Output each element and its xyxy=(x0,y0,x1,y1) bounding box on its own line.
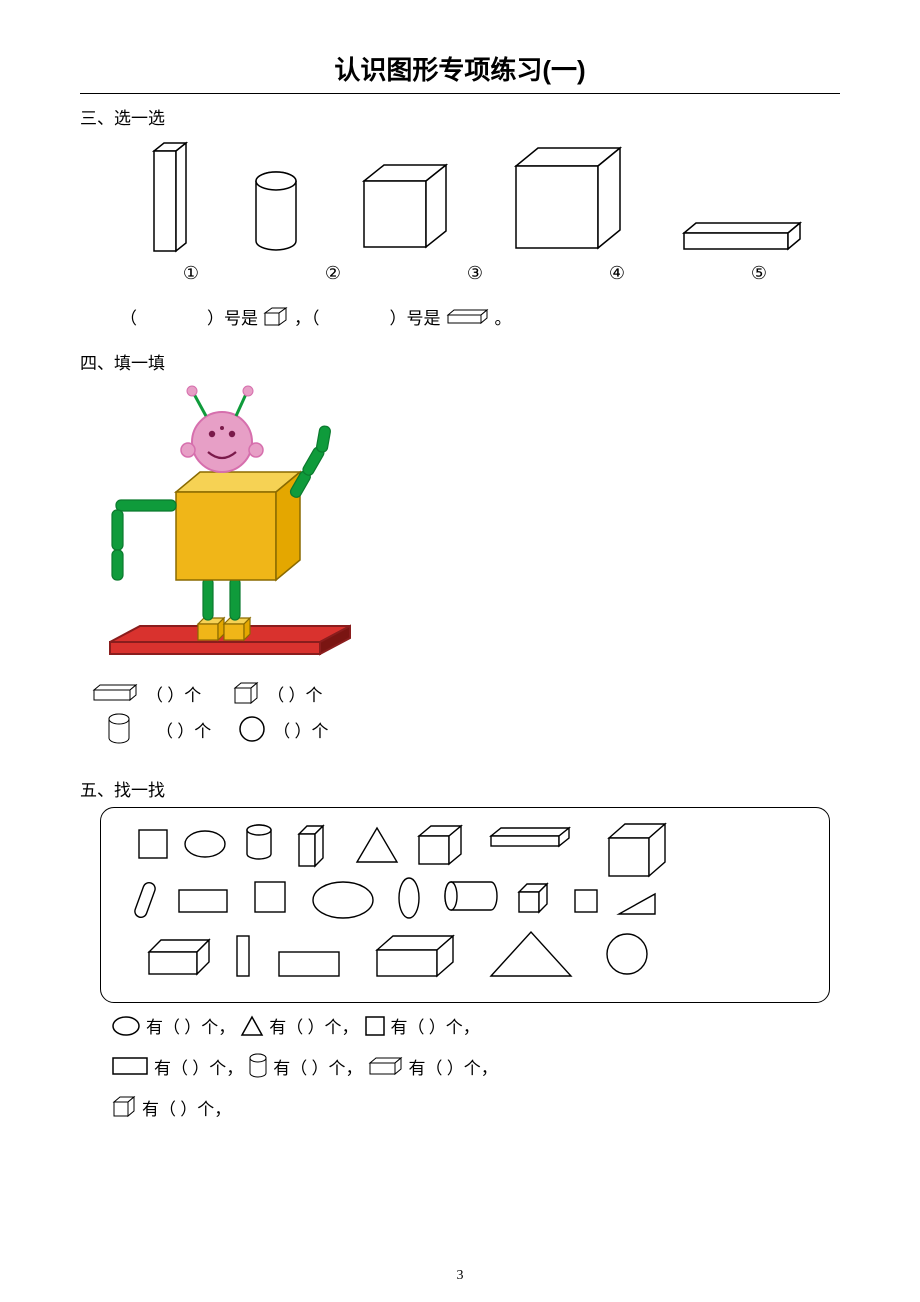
rect-icon xyxy=(110,1055,150,1077)
cylinder-icon-s4 xyxy=(104,712,134,746)
count-cube: （ ）个 xyxy=(267,681,322,706)
mini-cube-icon xyxy=(262,306,290,328)
count-cuboid: （ ）个 xyxy=(146,681,201,706)
square-icon xyxy=(363,1014,387,1038)
text-mid: ，（ xyxy=(294,304,320,329)
section3-shapes xyxy=(120,137,830,257)
has-rect: 有（ ）个， xyxy=(154,1054,243,1079)
triangle-icon xyxy=(239,1014,265,1038)
section5-heading: 五、找一找 xyxy=(80,776,840,801)
has-ellipse: 有（ ）个， xyxy=(146,1013,235,1038)
text-end: 。 xyxy=(495,304,512,329)
shape-tall-cuboid xyxy=(142,137,202,257)
title-underline xyxy=(80,93,840,94)
has-cube: 有（ ）个， xyxy=(142,1095,231,1120)
section3-answer: （ ）号是 ，（ ）号是 。 xyxy=(120,304,840,329)
label-4: ④ xyxy=(609,263,625,284)
sphere-icon xyxy=(237,714,267,744)
section4-heading: 四、填一填 xyxy=(80,349,840,374)
has-triangle: 有（ ）个， xyxy=(269,1013,358,1038)
cube-icon xyxy=(231,680,261,706)
text-is-2: ）号是 xyxy=(390,304,441,329)
label-3: ③ xyxy=(467,263,483,284)
count-sphere: （ ）个 xyxy=(273,717,328,742)
has-cylinder: 有（ ）个， xyxy=(273,1054,362,1079)
page-title: 认识图形专项练习(一) xyxy=(80,50,840,87)
mini-flat-cuboid-icon xyxy=(445,308,491,326)
paren-open-1: （ xyxy=(120,304,137,329)
section5-box xyxy=(100,807,830,1003)
page-number: 3 xyxy=(0,1268,920,1284)
section3-heading: 三、选一选 xyxy=(80,104,840,129)
section5-answers: 有（ ）个， 有（ ）个， 有（ ）个， 有（ ）个， 有（ ）个， 有（ ）个… xyxy=(110,1013,840,1120)
cylinder-icon xyxy=(247,1052,269,1080)
label-2: ② xyxy=(325,263,341,284)
label-1: ① xyxy=(183,263,199,284)
shape-cube xyxy=(350,157,460,257)
shape-flat-cuboid xyxy=(678,217,808,257)
shape-cylinder xyxy=(246,167,306,257)
cuboid-icon-s5 xyxy=(367,1055,405,1077)
cube-icon-s5 xyxy=(110,1094,138,1120)
section3-labels: ① ② ③ ④ ⑤ xyxy=(120,263,830,284)
robot-figure xyxy=(90,380,840,670)
count-cylinder: （ ）个 xyxy=(156,717,211,742)
has-cuboid: 有（ ）个， xyxy=(409,1054,498,1079)
cuboid-icon xyxy=(90,682,140,704)
label-5: ⑤ xyxy=(751,263,767,284)
has-square: 有（ ）个， xyxy=(391,1013,480,1038)
shape-big-cube xyxy=(504,142,634,257)
section4-counts: （ ）个 （ ）个 （ ）个 （ ）个 xyxy=(90,680,840,746)
ellipse-icon xyxy=(110,1015,142,1037)
text-is-1: ）号是 xyxy=(207,304,258,329)
